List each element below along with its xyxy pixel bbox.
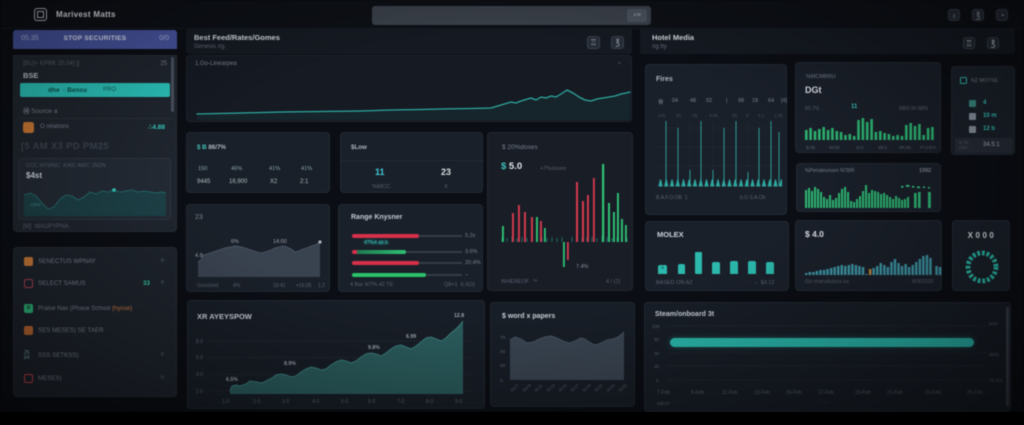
svg-text:Ja'11: Ja'11 (533, 383, 544, 394)
svg-text:2.0: 2.0 (196, 389, 203, 395)
svg-text:5-0: 5-0 (341, 399, 348, 405)
svg-text:17-Feb: 17-Feb (818, 390, 834, 396)
svg-text:Lishe: Lishe (30, 202, 41, 207)
svg-text:Ja'23: Ja'23 (605, 382, 616, 393)
svg-text:1-0: 1-0 (222, 399, 229, 405)
svg-text:8.0: 8.0 (196, 339, 203, 345)
svg-text:11-Feb: 11-Feb (722, 390, 738, 396)
svg-text:+16.05: +16.05 (296, 283, 312, 289)
svg-text:6%: 6% (231, 239, 239, 245)
svg-text:9-0: 9-0 (455, 399, 462, 405)
svg-text:23-Feb: 23-Feb (925, 390, 941, 396)
svg-text:7-Feb: 7-Feb (657, 390, 670, 396)
svg-text:9002: 9002 (989, 352, 1000, 357)
svg-text:1.2: 1.2 (318, 283, 325, 289)
svg-text:Ja'17: Ja'17 (569, 382, 580, 393)
svg-text:8.9%: 8.9% (284, 361, 296, 367)
svg-text:4%: 4% (233, 283, 241, 289)
svg-text:45: 45 (654, 364, 660, 369)
svg-text:10:41: 10:41 (273, 283, 286, 289)
svg-text:19-Feb: 19-Feb (855, 390, 871, 396)
svg-text:21-Feb: 21-Feb (887, 390, 903, 396)
svg-text:0: 0 (656, 378, 659, 383)
svg-text:30: 30 (654, 351, 660, 356)
svg-text:15-Feb: 15-Feb (786, 390, 802, 396)
svg-text:9.8%: 9.8% (368, 345, 380, 351)
svg-text:12.8: 12.8 (454, 313, 464, 319)
svg-text:90: 90 (654, 337, 660, 342)
svg-text:60: 60 (500, 363, 506, 369)
svg-text:14:00: 14:00 (273, 239, 287, 245)
svg-text:3-0: 3-0 (282, 399, 289, 405)
svg-text:7-0: 7-0 (397, 399, 404, 405)
svg-text:100: 100 (652, 324, 660, 329)
svg-text:13-Feb: 13-Feb (754, 390, 770, 396)
svg-text:2-0: 2-0 (253, 399, 260, 405)
svg-text:70: 70 (500, 335, 506, 341)
svg-text:6.0: 6.0 (196, 355, 203, 361)
svg-text:Jan'7: Jan'7 (509, 382, 520, 393)
svg-text:6: 6 (500, 378, 503, 384)
svg-text:6.5%: 6.5% (226, 377, 238, 383)
svg-text:Ja'19: Ja'19 (581, 382, 592, 393)
svg-text:9-Feb: 9-Feb (691, 390, 704, 396)
svg-text:6.99: 6.99 (406, 334, 416, 340)
svg-text:6-0: 6-0 (368, 399, 375, 405)
svg-text:Ja'21: Ja'21 (593, 382, 604, 393)
svg-text:75.002: 75.002 (989, 378, 1003, 383)
svg-text:Gorishied: Gorishied (197, 283, 219, 289)
svg-text:-···: -··· (822, 400, 828, 405)
svg-text:4-0: 4-0 (312, 399, 319, 405)
svg-text:Ja'13: Ja'13 (545, 382, 556, 393)
svg-text:WEST: WEST (657, 401, 670, 406)
svg-text:8-0: 8-0 (426, 399, 433, 405)
svg-text:4.0: 4.0 (196, 372, 203, 378)
svg-text:65: 65 (500, 349, 506, 355)
svg-text:pros: pros (989, 321, 999, 326)
svg-text:25-Feb: 25-Feb (967, 390, 983, 396)
svg-text:Jan'9: Jan'9 (521, 382, 532, 393)
svg-text:Ja'25: Ja'25 (617, 382, 628, 393)
svg-text:7.4%: 7.4% (576, 264, 589, 270)
svg-text:4.8: 4.8 (195, 253, 203, 259)
svg-text:Ja'15: Ja'15 (557, 382, 568, 393)
